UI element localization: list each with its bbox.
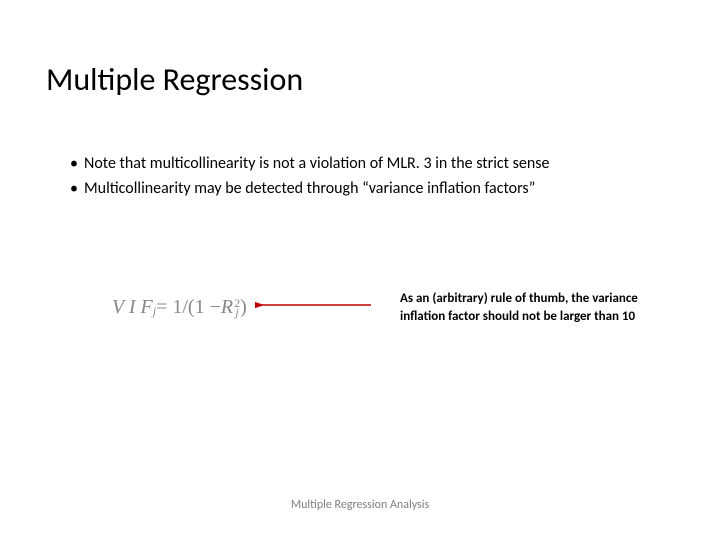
arrow-icon <box>255 297 373 318</box>
formula-r-sub: j <box>235 308 238 316</box>
bullet-list: • Note that multicollinearity is not a v… <box>70 152 550 202</box>
footer-text: Multiple Regression Analysis <box>0 498 720 512</box>
bullet-text: Note that multicollinearity is not a vio… <box>84 152 550 175</box>
formula-row: V I F j = 1/(1 − R 2 j ) <box>112 296 373 319</box>
annotation-text: As an (arbitrary) rule of thumb, the var… <box>400 290 680 325</box>
bullet-item: • Multicollinearity may be detected thro… <box>70 177 550 200</box>
bullet-text: Multicollinearity may be detected throug… <box>84 177 535 200</box>
formula-eq: = 1/(1 − <box>156 296 221 319</box>
slide: Multiple Regression • Note that multicol… <box>0 0 720 540</box>
bullet-dot-icon: • <box>70 152 84 175</box>
formula-close: ) <box>240 296 247 319</box>
bullet-dot-icon: • <box>70 177 84 200</box>
vif-formula: V I F j = 1/(1 − R 2 j ) <box>112 296 247 319</box>
formula-lhs-var: V I F <box>112 296 153 319</box>
formula-rvar: R <box>221 296 233 319</box>
slide-title: Multiple Regression <box>46 60 303 99</box>
bullet-item: • Note that multicollinearity is not a v… <box>70 152 550 175</box>
formula-lhs-sub: j <box>153 304 156 319</box>
